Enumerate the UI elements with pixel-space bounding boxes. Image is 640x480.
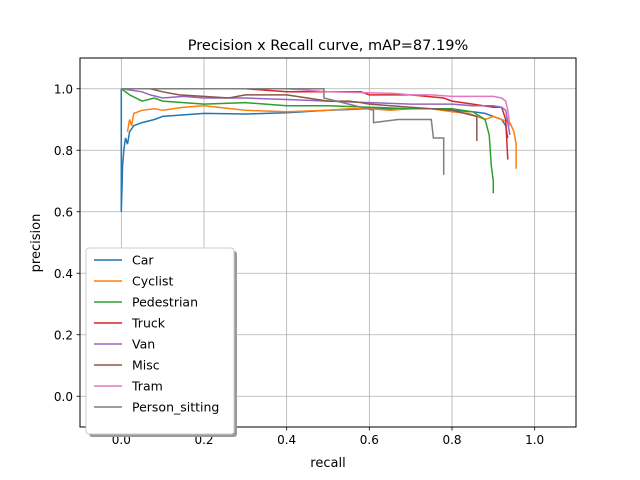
x-tick-label: 0.8 bbox=[442, 433, 461, 447]
legend-label-truck: Truck bbox=[131, 316, 166, 331]
plot-frame bbox=[79, 57, 577, 428]
y-tick-label: 0.0 bbox=[54, 390, 73, 404]
legend-label-car: Car bbox=[132, 253, 154, 268]
legend-label-tram: Tram bbox=[131, 379, 163, 394]
x-tick-label: 0.4 bbox=[277, 433, 296, 447]
legend-label-van: Van bbox=[132, 337, 155, 352]
y-tick-label: 0.6 bbox=[54, 205, 73, 219]
series-line-car bbox=[120, 88, 509, 212]
legend-label-person-sitting: Person_sitting bbox=[132, 400, 219, 415]
series-line-person-sitting bbox=[121, 88, 445, 175]
plot-series bbox=[120, 88, 517, 212]
legend-label-pedestrian: Pedestrian bbox=[132, 295, 198, 310]
y-tick-label: 0.2 bbox=[54, 328, 73, 342]
y-tick-label: 0.4 bbox=[54, 267, 73, 281]
y-axis-ticks: 0.0 0.2 0.4 0.6 0.8 1.0 bbox=[54, 82, 80, 404]
legend-label-misc: Misc bbox=[132, 358, 160, 373]
y-tick-label: 0.8 bbox=[54, 144, 73, 158]
y-axis-label: precision bbox=[29, 214, 44, 273]
legend: Car Cyclist Pedestrian Truck Van Misc Tram Pers… bbox=[85, 247, 237, 437]
x-tick-label: 0.6 bbox=[360, 433, 379, 447]
x-axis-label: recall bbox=[310, 456, 345, 471]
legend-label-cyclist: Cyclist bbox=[132, 274, 173, 289]
chart-title: Precision x Recall curve, mAP=87.19% bbox=[188, 38, 468, 54]
legend-box bbox=[85, 247, 235, 435]
series-line-tram bbox=[121, 88, 511, 126]
series-line-pedestrian bbox=[120, 88, 495, 194]
x-tick-label: 1.0 bbox=[525, 433, 544, 447]
series-line-misc bbox=[121, 88, 478, 141]
series-line-cyclist bbox=[126, 104, 517, 169]
y-tick-label: 1.0 bbox=[54, 82, 73, 96]
